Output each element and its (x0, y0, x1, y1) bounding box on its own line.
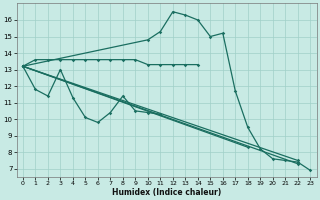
X-axis label: Humidex (Indice chaleur): Humidex (Indice chaleur) (112, 188, 221, 197)
